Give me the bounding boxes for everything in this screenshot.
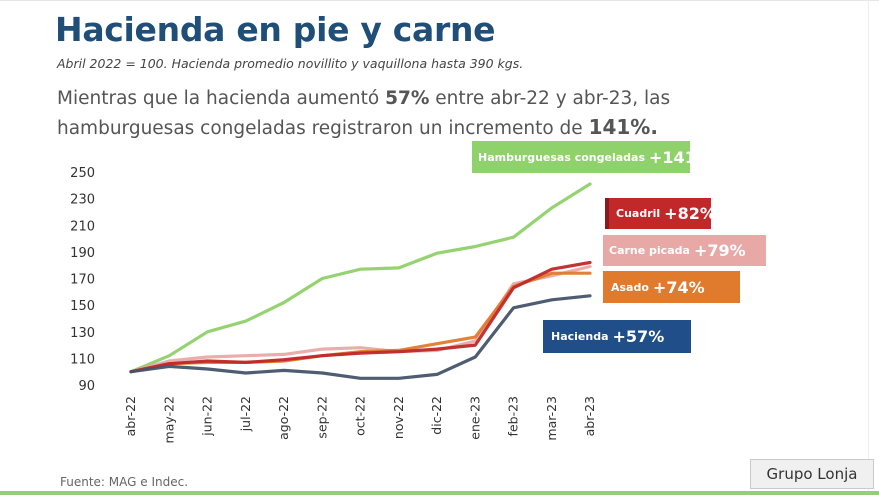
x-tick-label: nov-22 (391, 396, 406, 439)
headline-part2: entre abr-22 y abr-23, las hamburguesas … (57, 88, 671, 139)
tag-asado: Asado +74% (603, 271, 740, 303)
y-tick-label: 130 (70, 326, 95, 341)
tag-hamburguesas-value: +141% (649, 147, 712, 167)
x-tick-label: sep-22 (314, 396, 329, 439)
bottom-border (0, 491, 879, 495)
tag-hacienda-value: +57% (612, 327, 665, 346)
y-tick-label: 230 (70, 193, 95, 208)
right-border (868, 0, 869, 495)
brand-box: Grupo Lonja (750, 459, 874, 489)
tag-cuadril-name: Cuadril (616, 207, 661, 220)
y-tick-label: 150 (70, 299, 95, 314)
page-subtitle: Abril 2022 = 100. Hacienda promedio novi… (57, 56, 524, 71)
y-tick-label: 110 (70, 352, 95, 367)
tag-hacienda: Hacienda +57% (543, 320, 691, 353)
x-tick-label: feb-23 (506, 396, 521, 436)
x-tick-label: abr-23 (582, 396, 597, 436)
x-tick-label: ago-22 (276, 396, 291, 440)
y-tick-label: 190 (70, 246, 95, 261)
x-tick-label: abr-22 (123, 396, 138, 436)
series-line-hacienda (129, 294, 592, 380)
tag-cuadril-value: +82% (664, 204, 716, 223)
x-tick-label: mar-23 (544, 396, 559, 441)
headline-part1: Mientras que la hacienda aumentó (57, 88, 386, 109)
page-title: Hacienda en pie y carne (55, 10, 496, 49)
tag-hamburguesas: Hamburguesas congeladas +141% (472, 141, 712, 173)
x-tick-label: jul-22 (238, 396, 253, 432)
tag-carne-picada-value: +79% (693, 241, 746, 260)
source-note: Fuente: MAG e Indec. (60, 475, 189, 489)
headline-text: Mientras que la hacienda aumentó 57% ent… (57, 85, 777, 143)
top-border (0, 0, 879, 1)
tag-asado-value: +74% (652, 277, 705, 297)
tag-hacienda-name: Hacienda (551, 330, 609, 343)
x-tick-label: oct-22 (353, 396, 368, 436)
series-line-hamburguesas-congeladas (129, 182, 592, 374)
y-tick-label: 250 (70, 166, 95, 181)
tag-hamburguesas-name: Hamburguesas congeladas (478, 150, 646, 164)
x-tick-label: jun-22 (200, 396, 215, 437)
series-line-cuadril (129, 260, 592, 374)
tag-carne-picada-name: Carne picada (609, 244, 690, 257)
tag-cuadril: Cuadril +82% (605, 198, 716, 229)
x-tick-label: dic-22 (429, 396, 444, 435)
tag-carne-picada: Carne picada +79% (603, 235, 766, 266)
series-line-carne-picada (129, 264, 592, 374)
y-tick-label: 210 (70, 219, 95, 234)
y-tick-label: 90 (78, 379, 95, 394)
headline-pct1: 57% (385, 88, 430, 109)
x-tick-label: ene-23 (467, 396, 482, 440)
tag-asado-name: Asado (611, 280, 649, 294)
x-tick-label: may-22 (161, 396, 176, 443)
y-tick-label: 170 (70, 273, 95, 288)
headline-pct2: 141%. (588, 115, 658, 139)
